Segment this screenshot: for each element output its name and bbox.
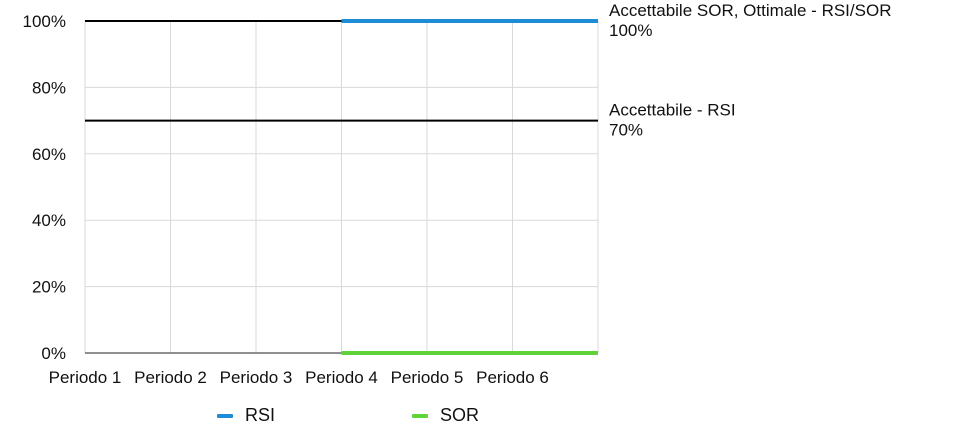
x-tick-label: Periodo 6 [476,368,549,387]
x-tick-label: Periodo 4 [305,368,378,387]
grid-lines [84,20,599,354]
reference-line-value-label: 100% [609,21,652,40]
legend-label-sor: SOR [440,405,480,425]
x-tick-label: Periodo 2 [134,368,207,387]
legend: RSI SOR [0,405,959,431]
y-tick-label: 0% [41,344,66,363]
legend-item-rsi: RSI [217,405,275,426]
legend-item-sor: SOR [412,405,479,426]
y-tick-label: 80% [32,78,66,97]
chart-canvas: 0%20%40%60%80%100% Periodo 1 Periodo 2 Per… [23,1,892,387]
y-axis-tick-labels: 0% 20% 40% 60% 80% 100% [23,12,66,363]
reference-line-value-label: 70% [609,121,643,140]
legend-swatch-sor [412,413,428,418]
series-lines [341,19,598,355]
reference-line-label: Accettabile - RSI [609,101,736,120]
x-tick-label: Periodo 3 [220,368,293,387]
legend-swatch-rsi [217,413,233,418]
x-tick-label: Periodo 5 [391,368,464,387]
x-tick-label: Periodo 1 [49,368,122,387]
y-tick-label: 40% [32,211,66,230]
y-tick-label: 100% [23,12,66,31]
y-tick-label: 20% [32,278,66,297]
reference-line-label: Accettabile SOR, Ottimale - RSI/SOR [609,1,891,20]
legend-label-rsi: RSI [245,405,276,425]
x-axis-tick-labels: Periodo 1 Periodo 2 Periodo 3 Periodo 4 Peri… [49,368,549,387]
y-tick-label: 60% [32,145,66,164]
